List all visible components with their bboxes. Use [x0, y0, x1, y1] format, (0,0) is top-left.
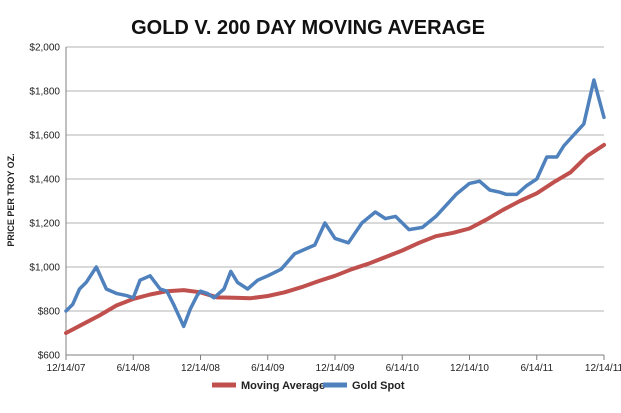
grid	[66, 46, 604, 312]
y-tick-label: $1,600	[29, 131, 60, 142]
x-axis-ticks: 12/14/07 6/14/08 12/14/08 6/14/09 12/14/09 6/…	[47, 363, 621, 374]
y-tick-label: $1,000	[29, 263, 60, 274]
y-tick-label: $800	[38, 307, 61, 318]
y-tick-label: $1,200	[29, 219, 60, 230]
x-tick-label: 12/14/09	[316, 363, 355, 374]
x-tick-label: 12/14/11	[585, 363, 621, 374]
x-tick-label: 12/14/10	[450, 363, 489, 374]
y-tick-label: $1,400	[29, 175, 60, 186]
legend-label: Gold Spot	[352, 380, 405, 392]
series-line-gold-spot	[64, 78, 606, 329]
legend: Moving Average Gold Spot	[212, 380, 405, 392]
y-tick-label: $2,000	[29, 43, 60, 54]
x-tick-label: 6/14/08	[117, 363, 151, 374]
x-tick-label: 6/14/10	[386, 363, 420, 374]
series-line-moving-average	[64, 142, 606, 335]
series-group	[64, 78, 606, 335]
y-axis-label: PRICE PER TROY OZ.	[6, 153, 16, 246]
chart-title: GOLD V. 200 DAY MOVING AVERAGE	[131, 17, 485, 39]
y-axis-ticks: $600 $800 $1,000 $1,200 $1,400 $1,600 $1,800 $2…	[29, 43, 60, 362]
axes	[65, 47, 605, 360]
y-tick-label: $1,800	[29, 87, 60, 98]
x-tick-label: 12/14/07	[47, 363, 86, 374]
x-tick-label: 6/14/09	[251, 363, 285, 374]
x-tick-label: 6/14/11	[520, 363, 553, 374]
x-tick-label: 12/14/08	[181, 363, 220, 374]
y-tick-label: $600	[38, 351, 61, 362]
legend-label: Moving Average	[241, 380, 325, 392]
